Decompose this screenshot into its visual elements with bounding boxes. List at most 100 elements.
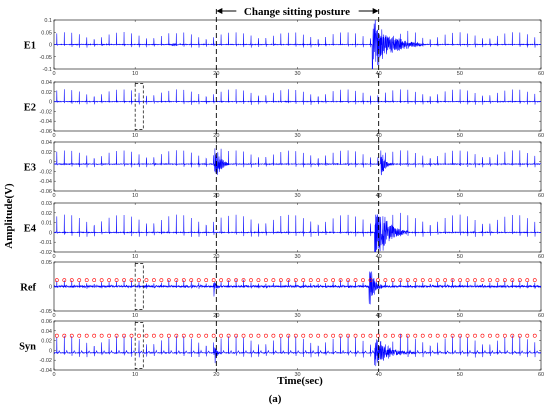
peak-marker bbox=[420, 278, 425, 283]
peak-marker bbox=[361, 333, 365, 338]
peak-marker bbox=[346, 278, 350, 283]
peak-marker bbox=[510, 278, 515, 283]
signal-line-e1 bbox=[54, 20, 541, 69]
arrow-head-right bbox=[372, 8, 379, 14]
y-tick-label: 0.04 bbox=[41, 329, 52, 335]
peak-marker bbox=[510, 333, 515, 338]
y-tick-label: 0 bbox=[49, 230, 52, 236]
peak-marker bbox=[234, 333, 238, 338]
x-tick-label: 50 bbox=[457, 71, 463, 77]
x-tick-label: 30 bbox=[294, 133, 300, 139]
peak-marker bbox=[532, 333, 537, 338]
peak-marker bbox=[398, 333, 403, 338]
peak-marker bbox=[84, 278, 89, 283]
y-tick-label: -0.04 bbox=[39, 368, 52, 374]
panel-label: Ref bbox=[20, 283, 36, 294]
peak-marker bbox=[189, 333, 194, 338]
y-tick-label: 0 bbox=[49, 100, 52, 106]
peak-marker bbox=[271, 333, 276, 338]
y-tick-label: 0 bbox=[49, 160, 52, 166]
peak-marker bbox=[196, 333, 201, 338]
y-tick-label: -0.1 bbox=[43, 67, 52, 73]
peak-marker bbox=[62, 333, 67, 338]
panel-label: E4 bbox=[24, 224, 37, 235]
x-tick-label: 60 bbox=[538, 71, 544, 77]
x-tick-label: 0 bbox=[52, 372, 55, 378]
peak-marker bbox=[77, 278, 82, 283]
x-tick-label: 50 bbox=[457, 313, 463, 319]
peak-marker bbox=[174, 333, 179, 338]
annotation-text: Change sitting posture bbox=[244, 6, 350, 18]
peak-marker bbox=[278, 278, 283, 283]
x-tick-label: 10 bbox=[132, 193, 138, 199]
panel-label: E3 bbox=[24, 163, 36, 174]
peak-marker bbox=[480, 333, 485, 338]
peak-marker bbox=[301, 278, 306, 283]
peak-marker bbox=[226, 333, 231, 338]
peak-marker bbox=[323, 333, 328, 338]
x-tick-label: 0 bbox=[52, 71, 55, 77]
y-tick-label: -0.06 bbox=[39, 129, 52, 135]
panel-label: E2 bbox=[24, 103, 36, 114]
peak-marker bbox=[122, 333, 126, 338]
peak-marker bbox=[390, 333, 395, 338]
peak-marker bbox=[114, 333, 119, 338]
x-tick-label: 10 bbox=[132, 313, 138, 319]
peak-marker bbox=[368, 333, 373, 338]
peak-marker bbox=[249, 333, 253, 338]
y-tick-label: 0.04 bbox=[41, 140, 52, 146]
x-tick-label: 10 bbox=[132, 254, 138, 260]
peak-marker bbox=[346, 333, 350, 338]
panel-frame bbox=[53, 141, 542, 192]
x-tick-label: 30 bbox=[294, 372, 300, 378]
y-tick-label: 0 bbox=[49, 348, 52, 354]
peak-marker bbox=[92, 333, 97, 338]
signal-line-e3 bbox=[54, 148, 541, 176]
peak-marker bbox=[249, 278, 253, 283]
peak-marker bbox=[473, 278, 477, 283]
peak-marker bbox=[99, 278, 104, 283]
peak-marker bbox=[107, 333, 112, 338]
x-tick-label: 0 bbox=[52, 313, 55, 319]
peak-marker bbox=[308, 333, 313, 338]
x-tick-label: 0 bbox=[52, 254, 55, 260]
x-tick-label: 20 bbox=[213, 372, 219, 378]
peak-marker bbox=[420, 333, 425, 338]
peak-marker bbox=[204, 333, 209, 338]
y-tick-label: 0.06 bbox=[41, 319, 52, 325]
peak-marker bbox=[323, 278, 328, 283]
peak-marker bbox=[219, 278, 224, 283]
peak-marker bbox=[331, 333, 336, 338]
x-axis-title: Time(sec) bbox=[277, 375, 323, 387]
peak-marker bbox=[122, 278, 126, 283]
peak-marker bbox=[450, 333, 455, 338]
peak-marker bbox=[465, 278, 470, 283]
peak-marker bbox=[353, 278, 358, 283]
peak-marker bbox=[166, 333, 171, 338]
peak-marker bbox=[166, 278, 171, 283]
peak-marker bbox=[517, 278, 522, 283]
peak-marker bbox=[144, 333, 149, 338]
y-tick-label: -0.04 bbox=[39, 179, 52, 185]
x-tick-label: 0 bbox=[52, 193, 55, 199]
peak-marker bbox=[465, 333, 470, 338]
y-tick-label: 0.02 bbox=[41, 211, 52, 217]
y-tick-label: -0.02 bbox=[39, 169, 52, 175]
y-tick-label: 0.04 bbox=[41, 80, 52, 86]
highlight-box bbox=[134, 263, 144, 310]
peak-marker bbox=[114, 278, 119, 283]
peak-marker bbox=[84, 333, 89, 338]
peak-marker bbox=[234, 278, 238, 283]
peak-marker bbox=[293, 278, 298, 283]
x-tick-label: 40 bbox=[376, 372, 382, 378]
panel-label: Syn bbox=[19, 342, 36, 353]
y-tick-label: -0.04 bbox=[39, 119, 52, 125]
peak-marker bbox=[264, 333, 268, 338]
y-tick-label: 0.05 bbox=[41, 30, 52, 36]
peak-marker bbox=[54, 333, 59, 338]
peak-marker bbox=[502, 333, 507, 338]
peak-marker bbox=[107, 278, 112, 283]
peak-marker bbox=[413, 333, 418, 338]
